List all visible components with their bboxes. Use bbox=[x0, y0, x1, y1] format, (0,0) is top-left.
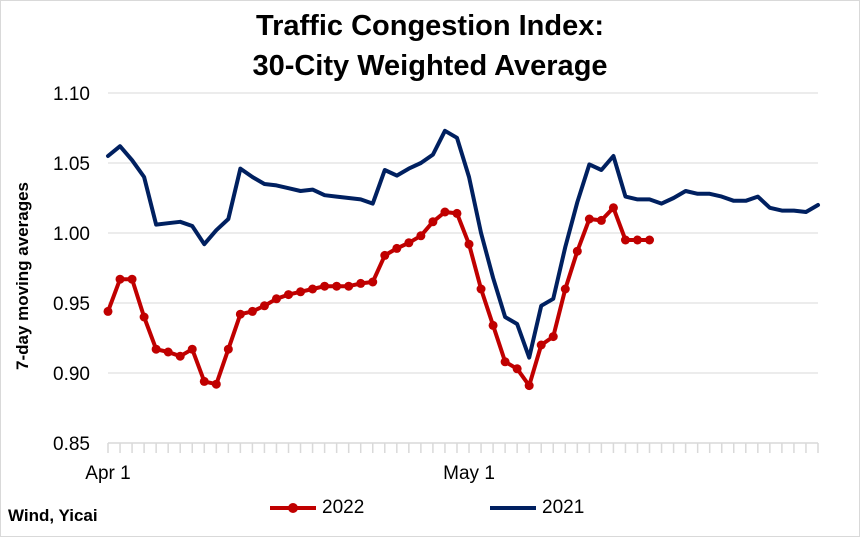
x-axis-tick-labels: Apr 1 May 1 bbox=[85, 463, 495, 484]
data-point-2022 bbox=[428, 217, 438, 227]
data-point-2022 bbox=[247, 306, 257, 316]
data-point-2022 bbox=[356, 278, 366, 288]
y-tick-label: 0.90 bbox=[53, 364, 90, 385]
x-tick-label: May 1 bbox=[443, 463, 495, 484]
source-note: Wind, Yicai bbox=[8, 506, 98, 525]
data-point-2022 bbox=[139, 312, 149, 322]
data-point-2022 bbox=[259, 301, 269, 311]
data-point-2022 bbox=[320, 281, 330, 291]
data-point-2022 bbox=[536, 340, 546, 350]
data-point-2022 bbox=[620, 235, 630, 245]
legend-line-2021 bbox=[490, 506, 536, 510]
data-point-2022 bbox=[572, 246, 582, 256]
data-point-2022 bbox=[524, 381, 534, 391]
chart-title-line-2: 30-City Weighted Average bbox=[252, 50, 608, 82]
data-point-2022 bbox=[332, 281, 342, 291]
data-point-2022 bbox=[380, 250, 390, 260]
data-point-2022 bbox=[187, 344, 197, 354]
data-point-2022 bbox=[452, 208, 462, 218]
data-point-2022 bbox=[127, 274, 137, 284]
y-tick-label: 1.05 bbox=[53, 154, 90, 175]
legend-marker-2022 bbox=[288, 503, 298, 513]
data-point-2022 bbox=[344, 281, 354, 291]
y-axis-ticks: 1.10 1.05 1.00 0.95 0.90 0.85 bbox=[53, 84, 90, 455]
y-tick-label: 1.00 bbox=[53, 224, 90, 245]
data-point-2022 bbox=[151, 344, 161, 354]
series-2021 bbox=[106, 128, 820, 360]
data-point-2022 bbox=[608, 203, 618, 213]
data-point-2022 bbox=[488, 320, 498, 330]
data-point-2022 bbox=[199, 376, 209, 386]
legend-item-2022: 2022 bbox=[270, 494, 364, 522]
data-point-2022 bbox=[632, 235, 642, 245]
data-point-2022 bbox=[115, 274, 125, 284]
data-point-2022 bbox=[560, 284, 570, 294]
data-point-2022 bbox=[284, 290, 294, 300]
data-point-2022 bbox=[512, 364, 522, 374]
data-point-2022 bbox=[548, 332, 558, 342]
legend-label-2021: 2021 bbox=[542, 497, 585, 518]
y-tick-label: 0.85 bbox=[53, 434, 90, 455]
data-point-2022 bbox=[645, 235, 655, 245]
series-group bbox=[103, 128, 820, 391]
x-tick-label: Apr 1 bbox=[85, 463, 130, 484]
data-point-2022 bbox=[296, 287, 306, 297]
legend-swatch-2022 bbox=[270, 501, 316, 515]
data-point-2022 bbox=[271, 294, 281, 304]
y-tick-label: 1.10 bbox=[53, 84, 90, 105]
legend: 2022 2021 bbox=[0, 494, 860, 522]
series-line-2021 bbox=[106, 128, 820, 360]
data-point-2022 bbox=[103, 306, 113, 316]
data-point-2022 bbox=[440, 207, 450, 217]
data-point-2022 bbox=[368, 277, 378, 287]
x-axis bbox=[107, 442, 819, 453]
data-point-2022 bbox=[476, 284, 486, 294]
data-point-2022 bbox=[464, 239, 474, 249]
data-point-2022 bbox=[500, 357, 510, 367]
legend-swatch-2021 bbox=[490, 501, 536, 515]
data-point-2022 bbox=[235, 309, 245, 319]
data-point-2022 bbox=[392, 243, 402, 253]
data-point-2022 bbox=[223, 344, 233, 354]
y-tick-label: 0.95 bbox=[53, 294, 90, 315]
data-point-2022 bbox=[584, 214, 594, 224]
data-point-2022 bbox=[163, 347, 173, 357]
data-point-2022 bbox=[416, 231, 426, 241]
data-point-2022 bbox=[404, 238, 414, 248]
series-line-2022 bbox=[106, 205, 652, 388]
chart-title-line-1: Traffic Congestion Index: bbox=[255, 10, 605, 42]
series-2022 bbox=[103, 203, 655, 391]
data-point-2022 bbox=[211, 379, 221, 389]
legend-label-2022: 2022 bbox=[322, 497, 365, 518]
legend-item-2021: 2021 bbox=[490, 494, 584, 522]
data-point-2022 bbox=[308, 284, 318, 294]
data-point-2022 bbox=[596, 215, 606, 225]
data-point-2022 bbox=[175, 351, 185, 361]
